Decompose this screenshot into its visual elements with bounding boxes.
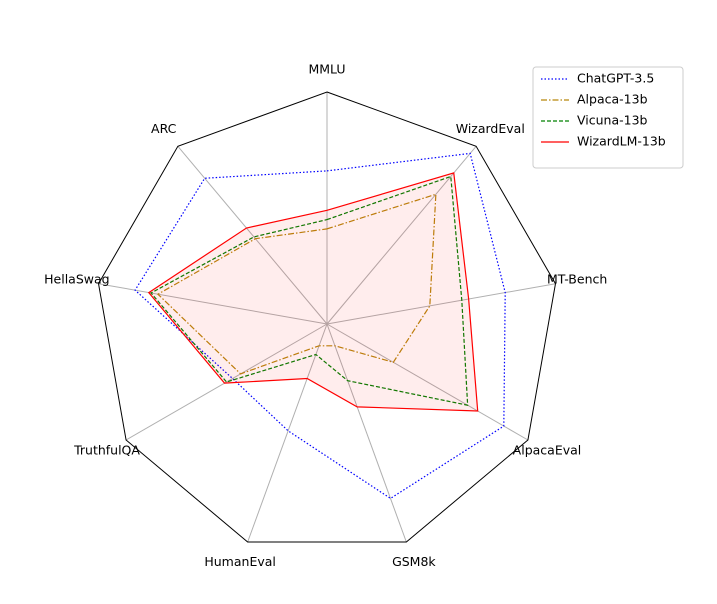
spoke (326, 323, 407, 543)
spoke (326, 283, 556, 325)
legend-label: WizardLM-13b (577, 134, 666, 149)
frame (98, 91, 556, 543)
legend-label: Vicuna-13b (577, 113, 648, 128)
spoke (177, 145, 328, 325)
axis-label: HumanEval (204, 554, 276, 569)
axis-label: AlpacaEval (513, 443, 582, 458)
series-line (156, 193, 437, 375)
spoke (247, 323, 328, 543)
series-line (147, 172, 479, 412)
legend-label: ChatGPT-3.5 (577, 71, 654, 86)
spoke (326, 145, 477, 325)
spoke (125, 323, 328, 441)
legend-frame (532, 66, 684, 169)
series-line (134, 152, 506, 500)
axis-label: GSM8k (392, 554, 436, 569)
legend-label: Alpaca-13b (577, 92, 648, 107)
axis-label: TruthfulQA (73, 443, 140, 458)
axis-label: MT-Bench (547, 271, 607, 286)
series-line (150, 175, 469, 406)
spoke (98, 283, 328, 325)
axis-label: WizardEval (456, 121, 525, 136)
axis-label: ARC (151, 121, 177, 136)
axis-label: MMLU (308, 62, 345, 77)
axis-label: HellaSwag (44, 271, 109, 286)
spoke (326, 323, 529, 441)
